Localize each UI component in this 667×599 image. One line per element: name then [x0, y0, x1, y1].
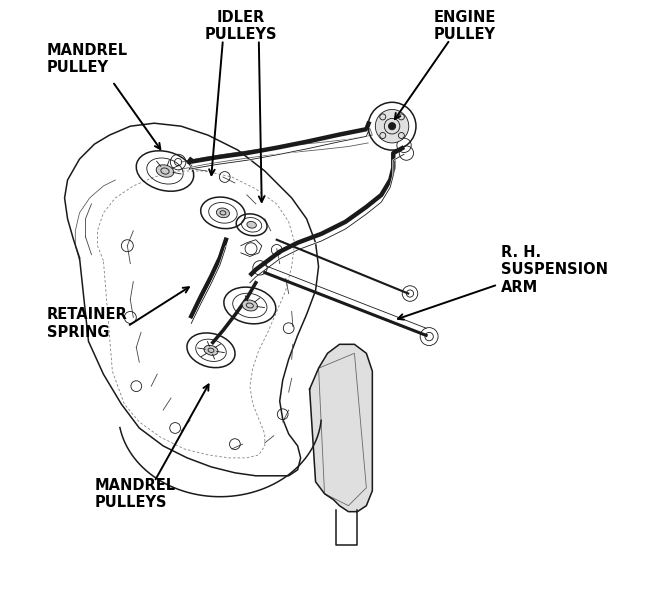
Text: ENGINE
PULLEY: ENGINE PULLEY: [434, 10, 496, 42]
Text: MANDREL
PULLEY: MANDREL PULLEY: [47, 43, 128, 75]
Circle shape: [388, 123, 396, 130]
Text: R. H.
SUSPENSION
ARM: R. H. SUSPENSION ARM: [501, 245, 608, 295]
Ellipse shape: [156, 165, 174, 177]
Polygon shape: [309, 344, 372, 512]
Text: IDLER
PULLEYS: IDLER PULLEYS: [205, 10, 277, 42]
Ellipse shape: [247, 222, 256, 228]
Ellipse shape: [242, 300, 257, 311]
Text: RETAINER
SPRING: RETAINER SPRING: [47, 307, 127, 340]
Circle shape: [376, 110, 409, 143]
Text: MANDREL
PULLEYS: MANDREL PULLEYS: [95, 477, 175, 510]
Ellipse shape: [204, 345, 218, 355]
Ellipse shape: [216, 208, 229, 217]
